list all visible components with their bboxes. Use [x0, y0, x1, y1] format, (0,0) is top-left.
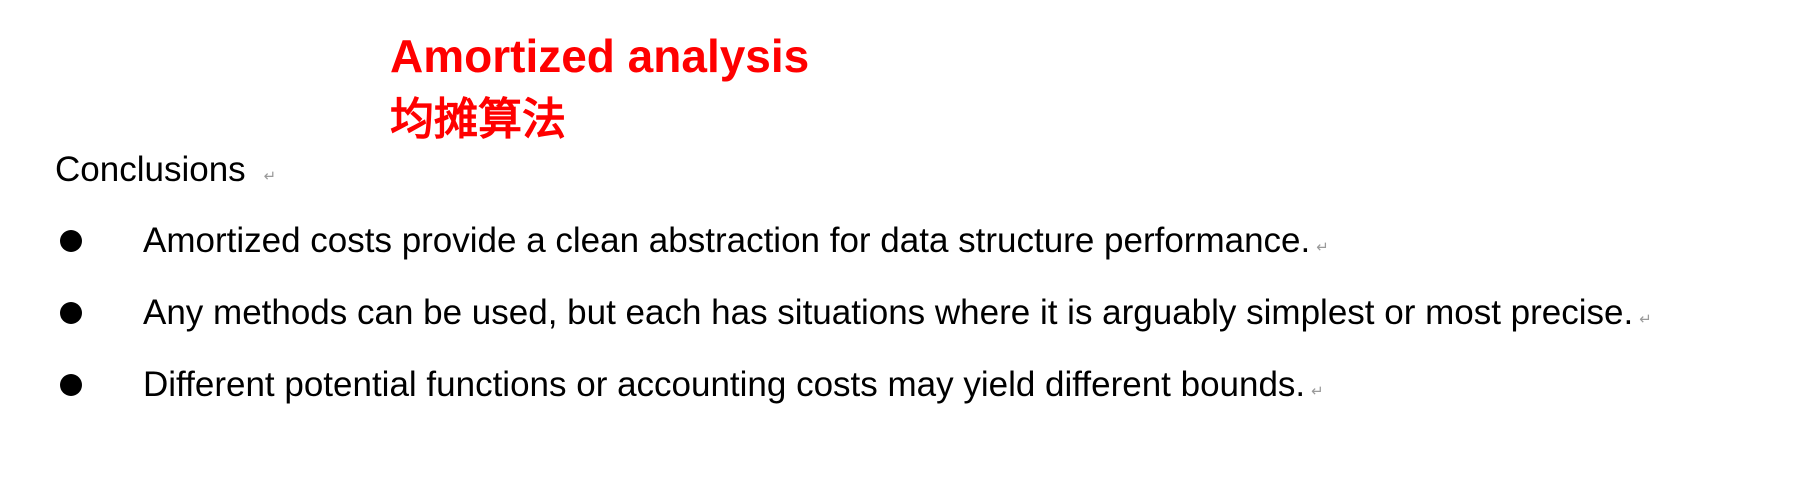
paragraph-mark-icon: ↵: [1311, 383, 1324, 400]
bullet-icon: [60, 374, 82, 396]
list-item-text: Any methods can be used, but each has si…: [143, 293, 1634, 332]
list-item: Any methods can be used, but each has si…: [0, 280, 1794, 352]
title-english: Amortized analysis: [390, 30, 810, 82]
bullet-icon: [60, 230, 82, 252]
paragraph-mark-icon: ↵: [1639, 311, 1652, 328]
paragraph-mark-icon: ↵: [263, 168, 277, 185]
list-item-text: Amortized costs provide a clean abstract…: [143, 221, 1311, 260]
paragraph-mark-icon: ↵: [1316, 239, 1329, 256]
bullet-icon: [60, 302, 82, 324]
heading-text: Conclusions: [55, 150, 246, 189]
conclusions-list: Amortized costs provide a clean abstract…: [0, 208, 1794, 424]
slide-title: Amortized analysis 均摊算法: [390, 24, 809, 152]
title-chinese: 均摊算法: [390, 94, 566, 145]
list-item-text: Different potential functions or account…: [143, 365, 1306, 404]
section-heading: Conclusions ↵: [55, 146, 276, 201]
list-item: Different potential functions or account…: [0, 352, 1794, 424]
list-item: Amortized costs provide a clean abstract…: [0, 208, 1794, 280]
